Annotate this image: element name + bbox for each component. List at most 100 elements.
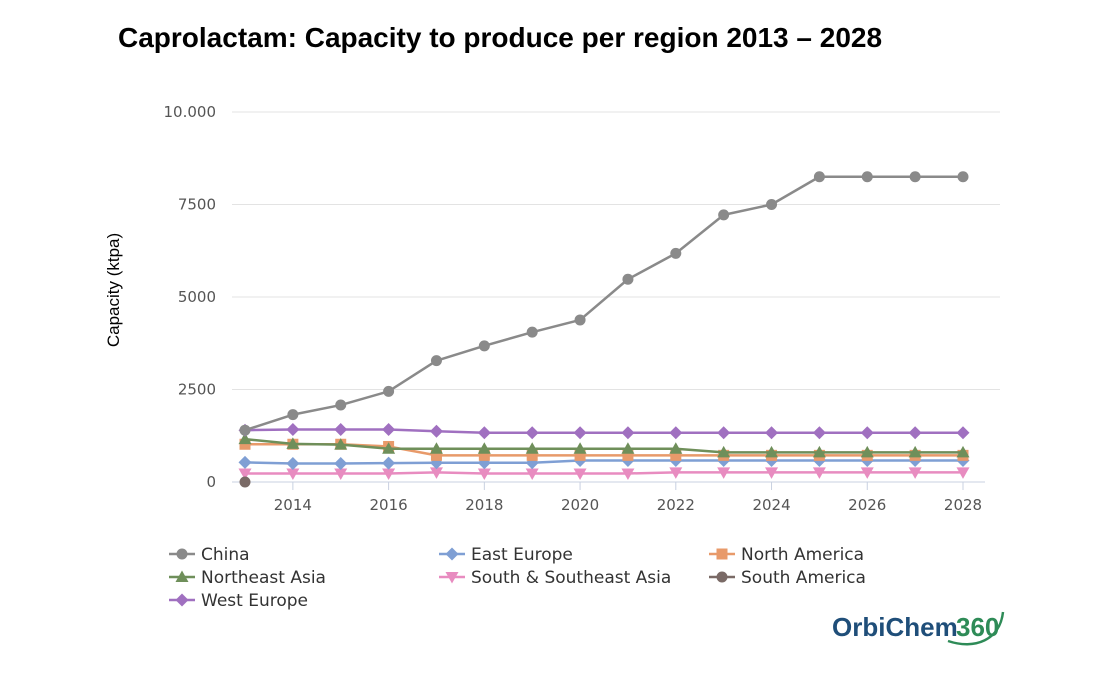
data-point-east-europe bbox=[334, 457, 348, 470]
data-point-northeast-asia bbox=[286, 437, 300, 449]
y-axis-ticks: 0 2500 5000 7500 10.000 bbox=[164, 103, 217, 491]
data-point-china bbox=[861, 171, 873, 183]
data-point-west-europe bbox=[812, 426, 826, 440]
x-tick-label: 2018 bbox=[465, 496, 503, 514]
data-point-west-europe bbox=[382, 422, 396, 436]
series-west-europe bbox=[238, 422, 970, 440]
data-point-west-europe bbox=[956, 426, 970, 440]
data-point-west-europe bbox=[429, 424, 443, 438]
data-point-west-europe bbox=[525, 426, 539, 440]
data-point-south-southeast-asia bbox=[429, 467, 443, 479]
data-point-east-europe bbox=[238, 455, 252, 469]
data-point-northeast-asia bbox=[908, 445, 922, 458]
data-point-china bbox=[957, 171, 969, 183]
data-point-northeast-asia bbox=[765, 445, 779, 458]
legend-marker-northeast-asia bbox=[175, 570, 189, 582]
data-point-northeast-asia bbox=[956, 445, 970, 458]
data-point-china bbox=[287, 409, 299, 421]
series-line-china bbox=[244, 175, 963, 432]
data-point-south-southeast-asia bbox=[669, 467, 683, 479]
data-point-northeast-asia bbox=[477, 442, 491, 454]
data-point-northeast-asia bbox=[573, 442, 587, 454]
data-point-northeast-asia bbox=[669, 442, 683, 454]
data-point-south-southeast-asia bbox=[525, 468, 539, 480]
data-point-north-america bbox=[622, 449, 634, 461]
data-point-northeast-asia bbox=[429, 442, 443, 454]
data-point-china bbox=[383, 385, 395, 397]
legend-marker-south-america bbox=[716, 571, 728, 583]
legend-item-north-america[interactable]: North America bbox=[709, 545, 864, 565]
series-south-southeast-asia bbox=[238, 467, 970, 480]
data-point-south-southeast-asia bbox=[908, 467, 922, 479]
legend-label: China bbox=[201, 545, 250, 565]
legend-label: South & Southeast Asia bbox=[471, 568, 671, 588]
data-point-south-southeast-asia bbox=[621, 468, 635, 480]
data-point-south-southeast-asia bbox=[956, 467, 970, 479]
data-point-china bbox=[670, 247, 682, 259]
data-point-east-europe bbox=[286, 457, 300, 470]
data-point-west-europe bbox=[573, 426, 587, 440]
data-point-south-southeast-asia bbox=[765, 467, 779, 479]
data-point-china bbox=[430, 355, 442, 367]
data-point-west-europe bbox=[908, 426, 922, 440]
data-point-china bbox=[335, 399, 347, 411]
data-point-west-europe bbox=[669, 426, 683, 440]
legend-marker-china bbox=[176, 548, 188, 560]
data-point-south-southeast-asia bbox=[238, 468, 252, 480]
x-tick-label: 2016 bbox=[370, 496, 408, 514]
series-line-west-europe bbox=[244, 428, 963, 435]
data-point-west-europe bbox=[765, 426, 779, 440]
data-point-north-america bbox=[574, 449, 586, 461]
data-point-northeast-asia bbox=[812, 445, 826, 458]
y-tick-label: 5000 bbox=[178, 288, 216, 306]
data-point-northeast-asia bbox=[334, 438, 348, 450]
data-point-china bbox=[622, 273, 634, 285]
data-point-north-america bbox=[239, 438, 251, 450]
x-tick-label: 2020 bbox=[561, 496, 599, 514]
data-point-west-europe bbox=[334, 422, 348, 436]
data-point-china bbox=[718, 209, 730, 221]
data-point-south-southeast-asia bbox=[286, 468, 300, 480]
data-point-northeast-asia bbox=[717, 445, 731, 458]
legend-item-east-europe[interactable]: East Europe bbox=[439, 545, 573, 565]
data-point-south-southeast-asia bbox=[717, 467, 731, 479]
legend-item-south-america[interactable]: South America bbox=[709, 568, 866, 588]
y-tick-label: 7500 bbox=[178, 196, 216, 214]
legend-item-west-europe[interactable]: West Europe bbox=[169, 591, 308, 611]
series-line-northeast-asia bbox=[244, 437, 963, 454]
data-point-west-europe bbox=[477, 426, 491, 440]
legend-label: East Europe bbox=[471, 545, 573, 565]
data-point-china bbox=[239, 424, 251, 436]
data-point-south-southeast-asia bbox=[573, 468, 587, 480]
legend-item-south-southeast-asia[interactable]: South & Southeast Asia bbox=[439, 568, 671, 588]
series-group bbox=[238, 171, 970, 488]
legend-item-china[interactable]: China bbox=[169, 545, 250, 565]
data-point-china bbox=[478, 340, 490, 352]
x-tick-label: 2028 bbox=[944, 496, 982, 514]
legend-item-northeast-asia[interactable]: Northeast Asia bbox=[169, 568, 326, 588]
logo-text-360: 360 bbox=[956, 612, 999, 642]
data-point-west-europe bbox=[860, 426, 874, 440]
data-point-northeast-asia bbox=[382, 442, 396, 454]
y-axis-label: Capacity (ktpa) bbox=[104, 233, 123, 347]
data-point-north-america bbox=[526, 449, 538, 461]
x-axis: 2014 2016 2018 2020 2022 2024 2026 2028 bbox=[232, 481, 985, 514]
legend-marker-west-europe bbox=[175, 593, 189, 607]
chart-title: Caprolactam: Capacity to produce per reg… bbox=[118, 22, 883, 53]
series-northeast-asia bbox=[238, 432, 970, 458]
x-tick-label: 2024 bbox=[752, 496, 790, 514]
data-point-west-europe bbox=[621, 426, 635, 440]
data-point-east-europe bbox=[382, 456, 396, 470]
data-point-south-southeast-asia bbox=[860, 467, 874, 479]
data-point-china bbox=[813, 171, 825, 183]
data-point-northeast-asia bbox=[525, 442, 539, 454]
logo-swoosh-icon bbox=[947, 611, 1005, 646]
legend-label: North America bbox=[741, 545, 864, 565]
data-point-north-america bbox=[670, 449, 682, 461]
x-tick-label: 2022 bbox=[657, 496, 695, 514]
data-point-china bbox=[909, 171, 921, 183]
legend-marker-south-southeast-asia bbox=[445, 572, 459, 584]
grid-lines bbox=[232, 111, 1000, 390]
series-line-south-southeast-asia bbox=[245, 471, 963, 475]
series-line-north-america bbox=[245, 443, 963, 457]
